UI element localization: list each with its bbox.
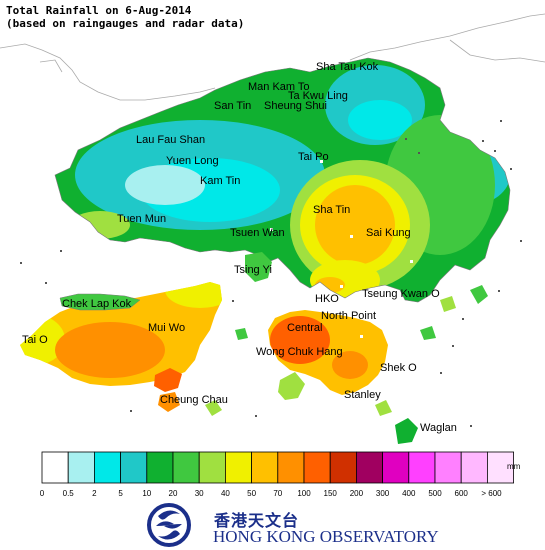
legend-tick-label: 70 (273, 489, 282, 498)
rainfall-map: Sha Tau Kok Man Kam To Ta Kwu Ling San T… (0, 13, 545, 444)
legend-swatch (146, 451, 174, 484)
legend-tick-label: 0 (40, 489, 45, 498)
place-san-tin: San Tin (214, 100, 251, 112)
place-lau-fau-shan: Lau Fau Shan (136, 134, 205, 146)
legend-swatch (329, 451, 357, 484)
title-line-2: (based on raingauges and radar data) (6, 17, 245, 30)
legend-tick-label: 500 (428, 489, 442, 498)
place-north-point: North Point (321, 310, 376, 322)
hko-emblem-icon (147, 503, 191, 547)
title-line-1: Total Rainfall on 6-Aug-2014 (6, 4, 192, 17)
legend-tick-label: 40 (221, 489, 230, 498)
legend-swatch (408, 451, 436, 484)
legend-swatch (41, 451, 69, 484)
legend-unit: mm (507, 462, 521, 471)
legend-tick-label: > 600 (481, 489, 502, 498)
legend-swatch (198, 451, 226, 484)
legend-tick-label: 5 (118, 489, 123, 498)
legend-tick-label: 100 (297, 489, 311, 498)
legend-tick-label: 0.5 (63, 489, 75, 498)
small-islets (20, 120, 522, 427)
place-sheung-shui: Sheung Shui (264, 100, 327, 112)
logo-name-chinese: 香港天文台 (214, 511, 300, 530)
place-yuen-long: Yuen Long (166, 155, 219, 167)
chek-lap-kok-island (59, 293, 141, 311)
rainfall-legend: 0 0.5 2 5 10 20 30 40 50 70 100 150 200 300 400 500 600 >… (40, 451, 521, 498)
place-sha-tau-kok: Sha Tau Kok (316, 61, 379, 73)
place-wong-chuk-hang: Wong Chuk Hang (256, 346, 343, 358)
station-markers (270, 160, 413, 338)
legend-swatch (277, 451, 305, 484)
place-stanley: Stanley (344, 389, 381, 401)
place-man-kam-to: Man Kam To (248, 81, 310, 93)
legend-swatch (303, 451, 331, 484)
legend-swatch (486, 451, 514, 484)
legend-swatch (434, 451, 462, 484)
place-waglan: Waglan (420, 422, 457, 434)
legend-tick-label: 300 (376, 489, 390, 498)
legend-tick-labels: 0 0.5 2 5 10 20 30 40 50 70 100 150 200 300 400 500 600 >… (40, 489, 502, 498)
legend-swatch (382, 451, 410, 484)
legend-swatch (94, 451, 122, 484)
place-sha-tin: Sha Tin (313, 204, 350, 216)
place-ta-kwu-ling: Ta Kwu Ling (288, 90, 348, 102)
place-labels: Sha Tau Kok Man Kam To Ta Kwu Ling San T… (22, 61, 457, 434)
legend-swatch (460, 451, 488, 484)
hong-kong-island (268, 310, 388, 395)
legend-tick-label: 20 (169, 489, 178, 498)
place-tai-po: Tai Po (298, 151, 329, 163)
legend-tick-label: 600 (455, 489, 469, 498)
legend-tick-label: 10 (142, 489, 151, 498)
place-shek-o: Shek O (380, 362, 417, 374)
legend-tick-label: 200 (350, 489, 364, 498)
place-tsing-yi: Tsing Yi (234, 264, 272, 276)
place-chek-lap-kok: Chek Lap Kok (62, 298, 132, 310)
legend-tick-label: 2 (92, 489, 97, 498)
place-tai-o: Tai O (22, 334, 48, 346)
place-hko: HKO (315, 293, 339, 305)
place-cheung-chau: Cheung Chau (160, 394, 228, 406)
legend-tick-label: 150 (324, 489, 338, 498)
logo-name-english: HONG KONG OBSERVATORY (213, 527, 439, 546)
map-title: Total Rainfall on 6-Aug-2014 (based on r… (6, 4, 244, 30)
legend-tick-label: 50 (247, 489, 256, 498)
legend-swatch (120, 451, 148, 484)
place-central: Central (287, 322, 322, 334)
place-tseung-kwan-o: Tseung Kwan O (362, 288, 440, 300)
legend-tick-label: 400 (402, 489, 416, 498)
place-tsuen-wan: Tsuen Wan (230, 227, 285, 239)
legend-swatch (172, 451, 200, 484)
legend-swatch (67, 451, 95, 484)
outlying-islands (154, 285, 488, 444)
place-sai-kung: Sai Kung (366, 227, 411, 239)
legend-swatch (251, 451, 279, 484)
place-tuen-mun: Tuen Mun (117, 213, 166, 225)
place-mui-wo: Mui Wo (148, 322, 185, 334)
mainland-coastline (0, 13, 545, 101)
legend-swatch (224, 451, 252, 484)
legend-tick-label: 30 (195, 489, 204, 498)
place-kam-tin: Kam Tin (200, 175, 240, 187)
legend-swatch (355, 451, 383, 484)
new-territories-landmass (54, 57, 511, 303)
legend-swatches (41, 451, 514, 484)
hko-logo (147, 503, 191, 547)
tsing-yi-island (245, 252, 272, 282)
